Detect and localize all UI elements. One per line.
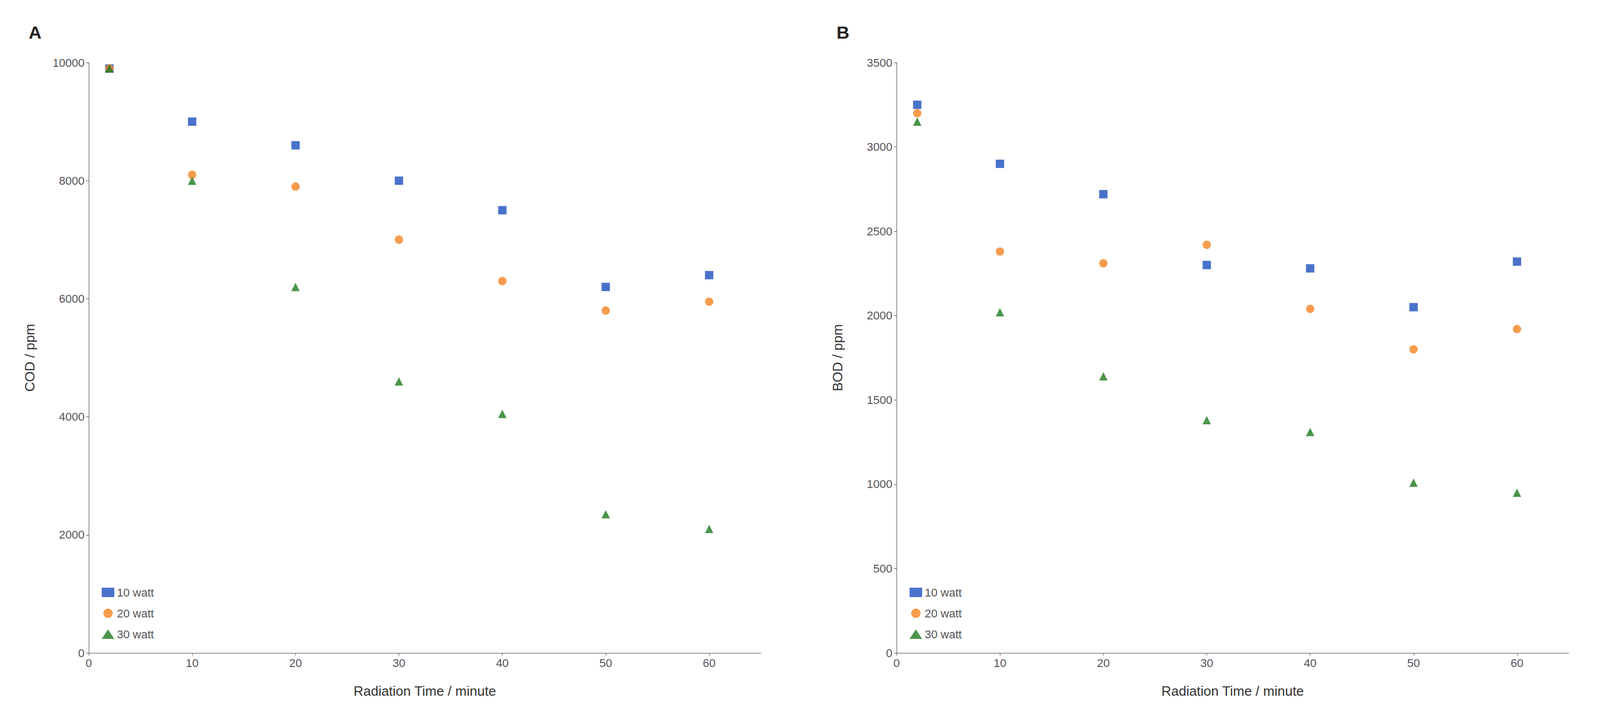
svg-text:20 watt: 20 watt [924, 606, 962, 620]
svg-text:0: 0 [893, 656, 900, 670]
svg-text:COD / ppm: COD / ppm [21, 323, 38, 392]
svg-text:10: 10 [993, 656, 1007, 670]
svg-text:10 watt: 10 watt [924, 586, 962, 600]
svg-text:3500: 3500 [866, 56, 893, 70]
svg-text:20: 20 [289, 656, 302, 670]
svg-text:Radiation Time / minute: Radiation Time / minute [1161, 683, 1304, 699]
svg-text:B: B [836, 22, 850, 43]
svg-text:40: 40 [1303, 656, 1317, 670]
svg-text:50: 50 [599, 656, 613, 670]
svg-text:6000: 6000 [58, 292, 85, 306]
svg-text:A: A [28, 22, 42, 43]
svg-text:2000: 2000 [866, 308, 893, 322]
svg-text:4000: 4000 [58, 410, 85, 424]
svg-text:40: 40 [495, 656, 509, 670]
svg-text:8000: 8000 [58, 174, 85, 188]
svg-text:1000: 1000 [866, 477, 893, 491]
svg-text:30 watt: 30 watt [116, 627, 154, 641]
svg-text:30 watt: 30 watt [924, 627, 962, 641]
svg-text:20: 20 [1096, 656, 1110, 670]
svg-text:2500: 2500 [866, 224, 893, 238]
svg-text:60: 60 [1510, 656, 1524, 670]
svg-text:10 watt: 10 watt [116, 586, 154, 600]
svg-text:2000: 2000 [58, 528, 85, 542]
svg-text:0: 0 [85, 656, 92, 670]
svg-text:20 watt: 20 watt [116, 606, 154, 620]
svg-text:10000: 10000 [52, 56, 85, 70]
svg-text:Radiation Time / minute: Radiation Time / minute [353, 683, 496, 699]
svg-text:0: 0 [78, 646, 85, 660]
svg-text:60: 60 [702, 656, 716, 670]
svg-text:1500: 1500 [866, 393, 893, 407]
svg-text:30: 30 [392, 656, 405, 670]
svg-text:30: 30 [1200, 656, 1213, 670]
svg-text:BOD / ppm: BOD / ppm [829, 324, 846, 392]
svg-text:3000: 3000 [866, 140, 893, 154]
svg-text:0: 0 [886, 646, 893, 660]
svg-text:10: 10 [185, 656, 199, 670]
svg-text:50: 50 [1407, 656, 1420, 670]
svg-text:500: 500 [873, 562, 893, 576]
